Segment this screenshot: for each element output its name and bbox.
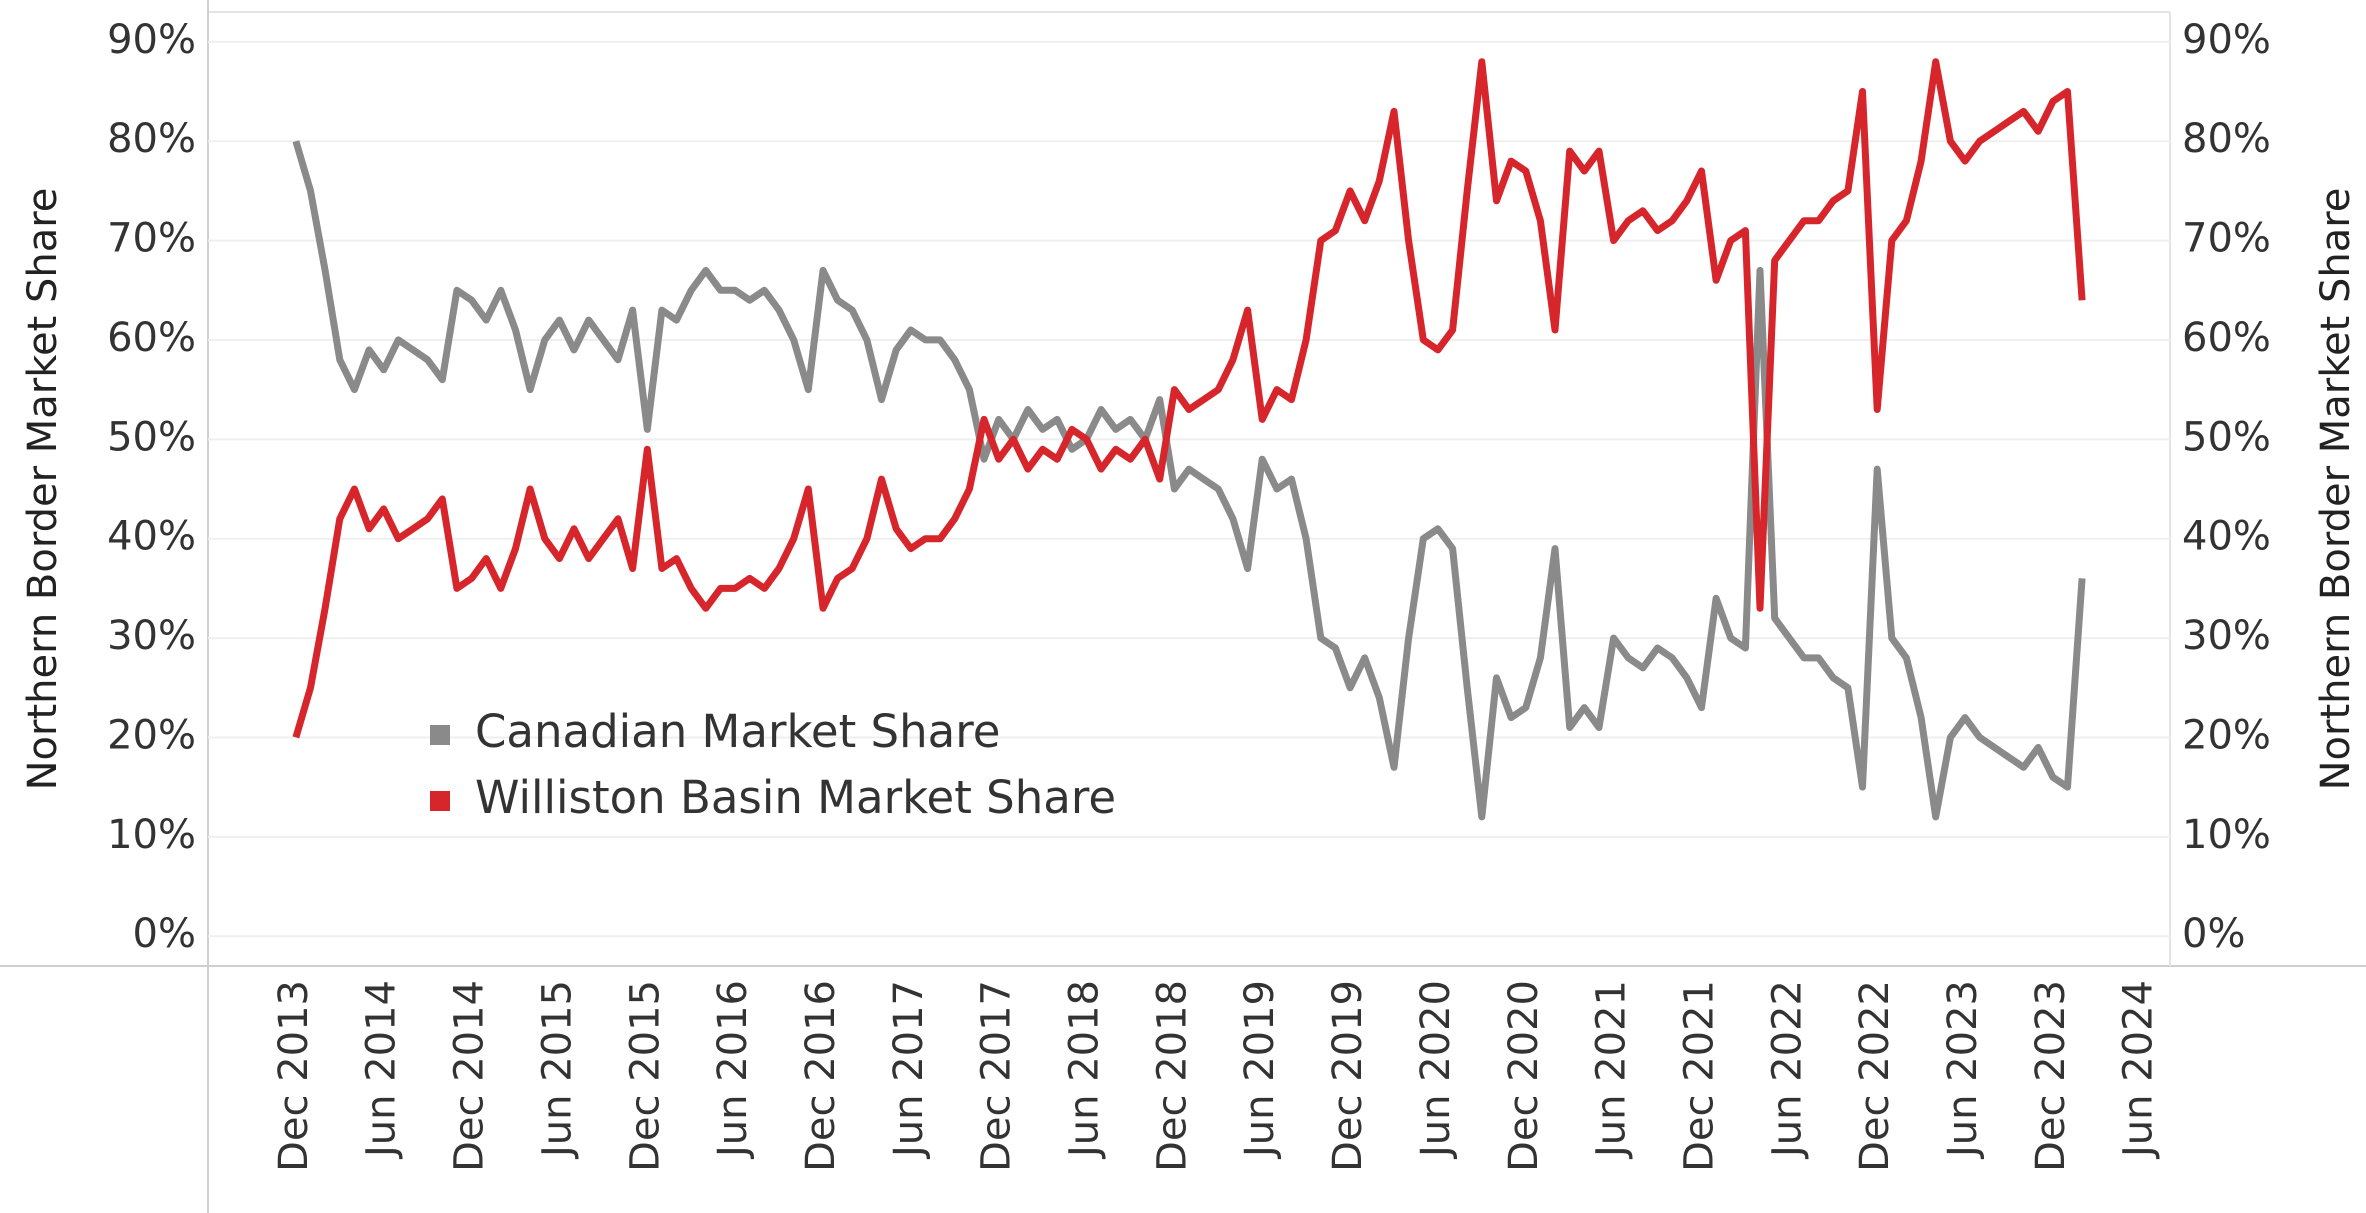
x-tick-label: Dec 2023 [2028,980,2074,1172]
x-tick-label: Jun 2018 [1062,980,1108,1160]
x-tick-label: Jun 2014 [359,980,405,1160]
y2-tick-label: 90% [2182,17,2271,63]
y-tick-label: 20% [107,712,196,758]
x-tick-label: Dec 2022 [1852,980,1898,1172]
x-tick-label: Dec 2020 [1501,980,1547,1172]
x-tick-label: Jun 2021 [1589,980,1635,1160]
legend-label: Williston Basin Market Share [475,771,1116,824]
legend-label: Canadian Market Share [475,705,1000,758]
y-tick-label: 0% [133,911,196,957]
y-tick-label: 80% [107,116,196,162]
y-tick-label: 40% [107,514,196,560]
x-tick-label: Jun 2017 [886,980,932,1160]
x-tick-label: Dec 2018 [1149,980,1195,1172]
y2-tick-label: 40% [2182,514,2271,560]
y2-tick-label: 0% [2182,911,2245,957]
y2-tick-label: 80% [2182,116,2271,162]
series-line [292,58,2086,739]
x-tick-label: Jun 2016 [710,980,756,1160]
y-tick-label: 90% [107,17,196,63]
x-tick-label: Dec 2013 [271,980,317,1172]
x-tick-label: Jun 2023 [1940,980,1986,1160]
legend-swatch [430,791,450,811]
x-tick-label: Dec 2019 [1325,980,1371,1172]
y-tick-label: 50% [107,414,196,460]
y2-tick-label: 60% [2182,315,2271,361]
y-axis-title: Northern Border Market Share [20,188,66,791]
y2-tick-label: 10% [2182,812,2271,858]
y-tick-label: 60% [107,315,196,361]
x-tick-label: Dec 2021 [1676,980,1722,1172]
x-tick-label: Jun 2020 [1413,980,1459,1160]
x-tick-label: Dec 2014 [447,980,493,1172]
y2-tick-label: 20% [2182,712,2271,758]
x-tick-label: Jun 2019 [1237,980,1283,1160]
y-tick-label: 10% [107,812,196,858]
y2-tick-label: 30% [2182,613,2271,659]
legend-swatch [430,725,450,745]
series-line [292,140,2086,821]
y-tick-label: 70% [107,216,196,262]
x-tick-label: Jun 2015 [534,980,580,1160]
y2-tick-label: 70% [2182,216,2271,262]
y2-axis-title: Northern Border Market Share [2313,188,2359,791]
x-tick-label: Dec 2016 [798,980,844,1172]
x-tick-label: Dec 2015 [622,980,668,1172]
x-tick-label: Jun 2022 [1764,980,1810,1160]
y2-tick-label: 50% [2182,414,2271,460]
x-tick-label: Dec 2017 [974,980,1020,1172]
y-tick-label: 30% [107,613,196,659]
x-tick-label: Jun 2024 [2116,980,2162,1160]
